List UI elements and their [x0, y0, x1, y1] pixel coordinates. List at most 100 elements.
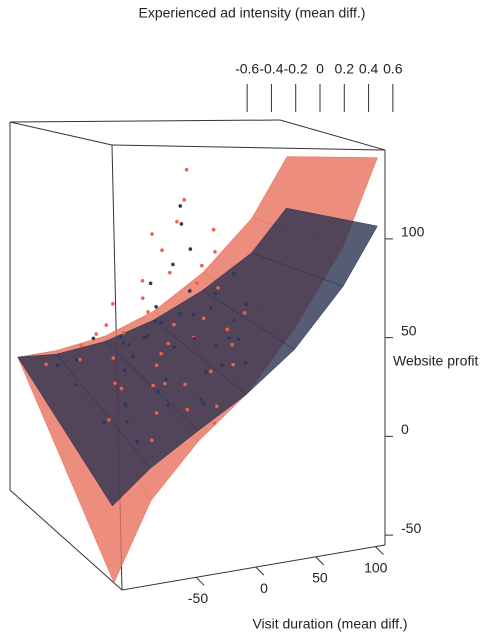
point	[232, 318, 237, 323]
point	[213, 250, 217, 254]
x-tick	[315, 556, 325, 566]
point	[107, 418, 111, 422]
point	[154, 363, 159, 368]
point	[236, 337, 241, 342]
point	[179, 222, 184, 226]
point	[172, 345, 177, 349]
point	[243, 360, 248, 365]
y-tick-label: -0.2	[284, 61, 308, 77]
point	[177, 311, 182, 316]
point	[159, 320, 164, 325]
y-tick-label: 0.6	[383, 61, 403, 77]
point	[119, 335, 123, 340]
point	[213, 291, 218, 296]
point	[151, 383, 155, 388]
box-edge	[9, 121, 113, 146]
y-tick-label: -0.4	[259, 61, 283, 77]
point	[168, 270, 172, 275]
point	[79, 343, 84, 348]
x-tick-label: 50	[312, 570, 328, 586]
point	[166, 403, 170, 408]
point	[204, 369, 208, 374]
z-tick-label: -50	[401, 520, 421, 536]
point	[244, 302, 249, 306]
point	[130, 354, 135, 359]
point	[209, 369, 213, 374]
point	[124, 404, 128, 408]
point	[135, 440, 140, 444]
point	[77, 357, 82, 362]
point	[182, 198, 186, 202]
point	[102, 420, 107, 425]
point	[178, 204, 183, 208]
point	[146, 310, 150, 314]
point	[200, 263, 204, 268]
point	[113, 381, 117, 385]
box-edge	[9, 119, 281, 123]
point	[201, 316, 206, 321]
point	[159, 351, 163, 356]
point	[160, 248, 164, 253]
point	[212, 421, 217, 425]
y-tick-label: 0	[316, 61, 324, 77]
y-tick-label: -0.6	[235, 61, 259, 77]
point	[216, 286, 220, 290]
point	[184, 167, 189, 172]
point	[232, 271, 236, 276]
point	[75, 358, 79, 362]
surface-patch	[251, 207, 378, 287]
point	[199, 397, 203, 402]
point	[227, 336, 231, 340]
point	[121, 330, 126, 335]
z-tick-label: 0	[401, 421, 409, 437]
point	[242, 311, 247, 315]
point	[145, 334, 149, 338]
box-edge	[9, 489, 123, 591]
point	[154, 411, 159, 415]
point	[231, 362, 235, 367]
point	[140, 296, 145, 300]
point	[162, 381, 167, 386]
point	[125, 420, 129, 424]
point	[111, 302, 115, 306]
point	[230, 342, 235, 347]
point	[111, 356, 116, 360]
point	[171, 262, 175, 267]
point	[44, 362, 48, 367]
z-axis-label: Website profit	[393, 353, 478, 369]
point	[91, 336, 96, 341]
point	[188, 247, 193, 251]
point	[55, 363, 60, 368]
point	[175, 219, 179, 224]
x-tick-label: -50	[188, 590, 208, 606]
point	[225, 327, 230, 332]
box-edge	[121, 544, 386, 591]
point	[191, 312, 196, 317]
point	[154, 304, 158, 309]
x-tick-label: 100	[364, 559, 388, 575]
point	[215, 404, 219, 409]
z-tick-label: 100	[401, 224, 425, 240]
point	[208, 305, 213, 310]
x-tick-label: 0	[260, 580, 268, 596]
point	[153, 319, 158, 323]
point	[121, 341, 126, 345]
point	[156, 389, 160, 394]
point	[214, 344, 219, 348]
point	[185, 407, 190, 412]
point	[172, 322, 176, 327]
x-tick	[375, 546, 384, 555]
point	[94, 332, 99, 336]
point	[140, 278, 145, 283]
x-axis-label: Visit duration (mean diff.)	[252, 616, 407, 632]
point	[122, 368, 127, 373]
point	[220, 363, 224, 368]
point	[119, 386, 124, 391]
point	[148, 281, 153, 286]
z-tick-label: 50	[401, 322, 417, 338]
point	[183, 382, 187, 387]
y-tick-label: 0.4	[359, 61, 379, 77]
y-axis-label: Experienced ad intensity (mean diff.)	[139, 5, 366, 21]
point	[195, 281, 199, 285]
point	[187, 289, 192, 293]
